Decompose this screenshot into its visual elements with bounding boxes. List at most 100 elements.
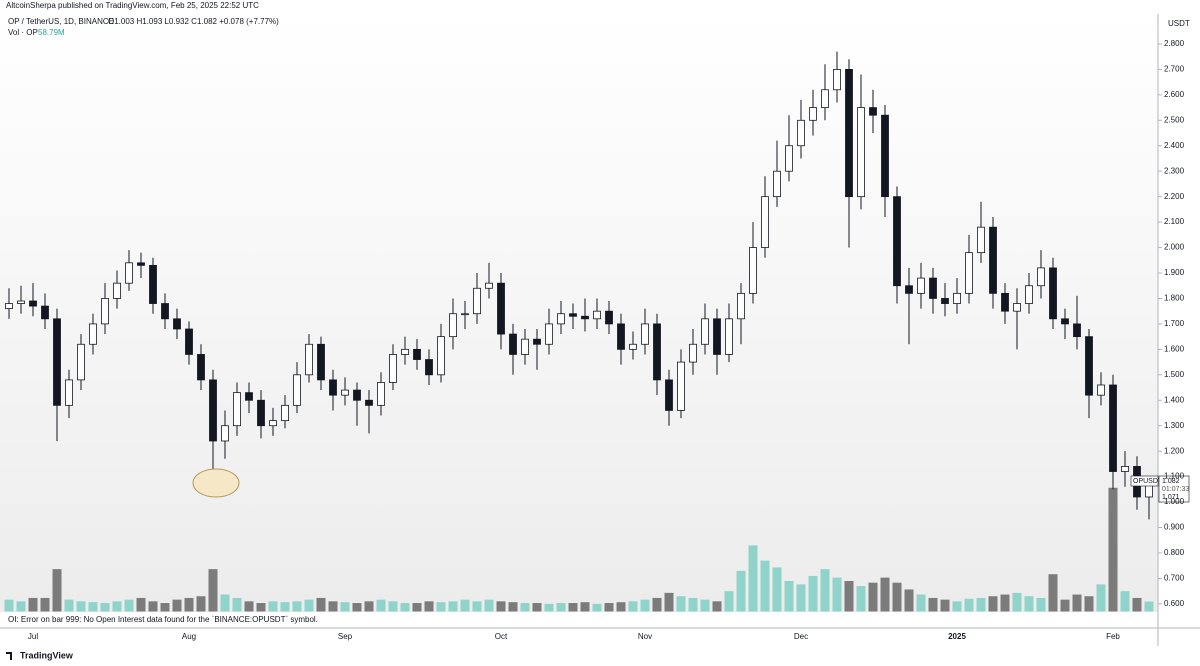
candle-body (1001, 292, 1009, 312)
volume-bar (520, 603, 530, 612)
y-tick-label: 1.000 (1164, 497, 1185, 506)
candle-body (677, 361, 685, 411)
candle-body (965, 252, 973, 294)
candle-body (953, 292, 961, 304)
volume-bar (976, 597, 986, 612)
candle-body (41, 305, 49, 320)
volume-bar (592, 603, 602, 612)
plot (4, 43, 1162, 612)
volume-bar (964, 598, 974, 612)
volume-bar (1060, 599, 1070, 612)
volume-bar (364, 601, 374, 612)
candle-body (701, 318, 709, 345)
symbol: OP / TetherUS, 1D, BINANCE (8, 17, 114, 26)
volume-bar (268, 601, 278, 612)
candle-body (809, 107, 817, 121)
volume-bar (1096, 584, 1106, 612)
candle-body (365, 399, 373, 406)
candle-body (797, 119, 805, 147)
candle-body (569, 313, 577, 317)
volume-bar (916, 594, 926, 612)
volume-bar (208, 569, 218, 612)
candle-body (449, 313, 457, 338)
y-tick-label: 0.800 (1164, 548, 1185, 557)
candle-body (725, 318, 733, 355)
candle-body (785, 145, 793, 172)
annotation-ellipse (192, 468, 240, 498)
candle-body (1073, 323, 1081, 338)
y-tick-label: 1.300 (1164, 421, 1185, 430)
volume-bar (196, 596, 206, 612)
price-unit: USDT (1168, 19, 1190, 28)
volume-bar (640, 599, 650, 612)
candle-body (377, 382, 385, 406)
volume-bar (76, 601, 86, 612)
y-tick-label: 2.800 (1164, 39, 1185, 48)
volume-bar (328, 601, 338, 612)
volume-bar (628, 601, 638, 612)
x-tick-label: Nov (638, 632, 652, 641)
volume-bar (604, 603, 614, 612)
volume-bar (316, 597, 326, 612)
candle-body (773, 170, 781, 198)
volume-bar (544, 603, 554, 612)
candle-body (185, 328, 193, 355)
candle-body (1109, 384, 1117, 472)
volume-bar (376, 599, 386, 612)
volume-bar (616, 602, 626, 612)
volume-bar (1108, 487, 1118, 612)
ticker-tag-text: OPUSDT (1133, 478, 1163, 485)
candle-body (653, 323, 661, 381)
candle-body (713, 318, 721, 355)
candle-body (89, 323, 97, 345)
candle-body (845, 69, 853, 198)
volume-bar (556, 603, 566, 612)
candle-body (293, 374, 301, 406)
x-tick-label: Jul (28, 632, 38, 641)
candle-body (245, 392, 253, 401)
volume-bar (436, 602, 446, 612)
candle-body (77, 343, 85, 381)
volume-bar (496, 601, 506, 612)
x-tick-label: Dec (794, 632, 808, 641)
volume-bar (1048, 574, 1058, 612)
candle-body (1025, 285, 1033, 304)
y-tick-label: 1.900 (1164, 268, 1185, 277)
volume-bar (340, 602, 350, 612)
volume-bar (688, 597, 698, 612)
candle-body (401, 348, 409, 355)
volume-name: Vol · OP (8, 28, 38, 37)
candle-body (905, 285, 913, 294)
candle-body (941, 298, 949, 304)
candle-body (929, 277, 937, 299)
volume-bar (748, 545, 758, 612)
volume-bar (928, 597, 938, 612)
volume-bar (700, 599, 710, 612)
volume-bar (292, 601, 302, 612)
volume-bar (184, 597, 194, 612)
volume-bar (448, 601, 458, 612)
volume-bar (484, 599, 494, 612)
y-tick-label: 2.600 (1164, 90, 1185, 99)
volume-bar (580, 602, 590, 612)
volume-bar (88, 602, 98, 612)
candle-body (113, 282, 121, 299)
candle-body (509, 333, 517, 355)
volume-bar (832, 577, 842, 612)
candle-body (473, 287, 481, 315)
candle-body (209, 379, 217, 442)
last-price: 1.082 (1162, 478, 1180, 485)
plot-background (0, 14, 1158, 612)
candle-body (53, 318, 61, 406)
candle-body (305, 343, 313, 376)
volume-bar (1036, 597, 1046, 612)
volume-bar (712, 601, 722, 612)
candle-body (1013, 303, 1021, 312)
candle-body (221, 425, 229, 442)
price-tags: OPUSDT 1.082 01:07:33 1.071 (1130, 475, 1189, 503)
y-tick-label: 2.300 (1164, 166, 1185, 175)
volume-bar (988, 596, 998, 612)
candle-body (197, 354, 205, 381)
candle-body (749, 247, 757, 294)
